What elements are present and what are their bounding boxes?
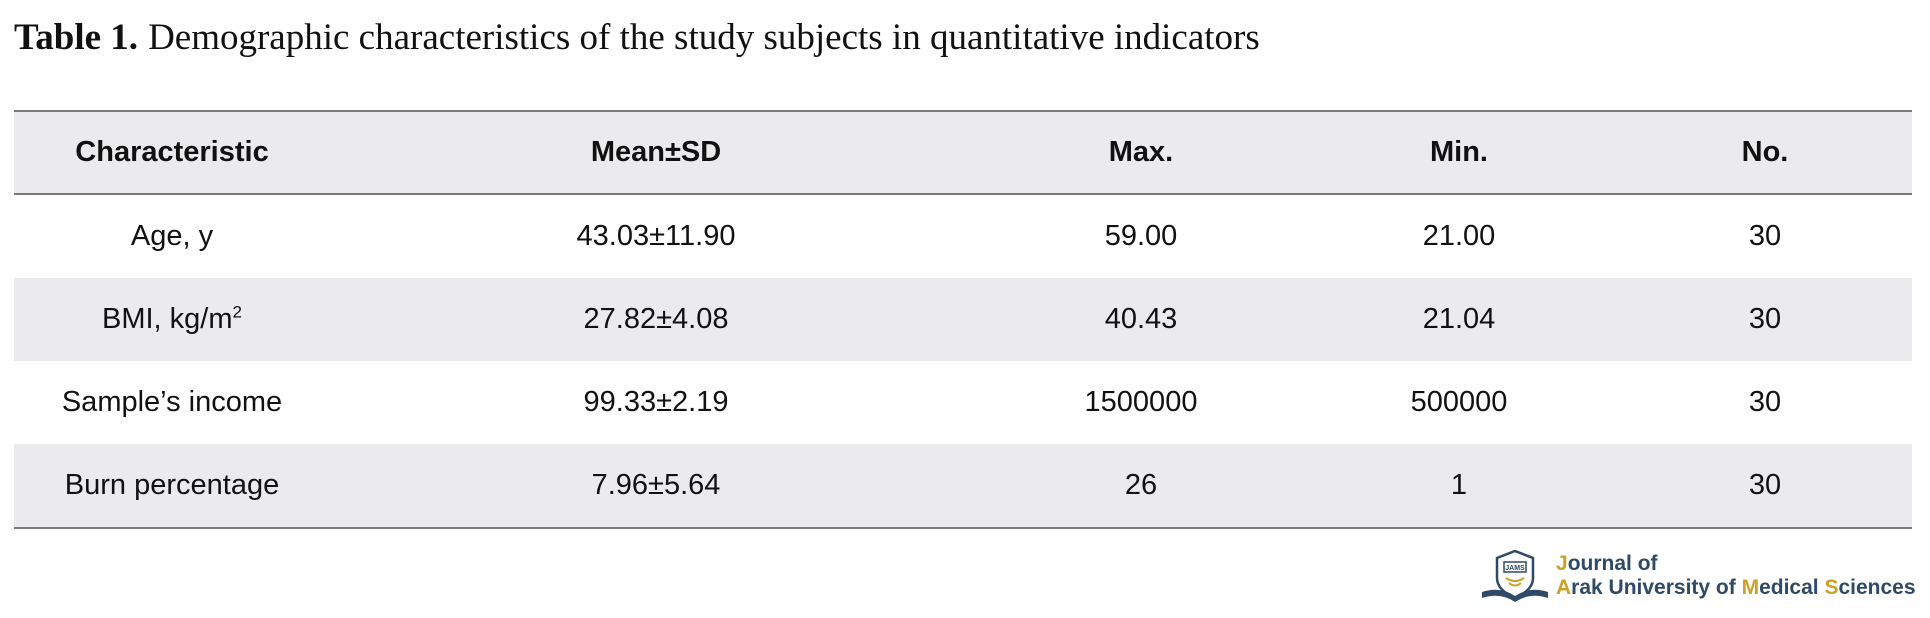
header-characteristic: Characteristic — [14, 110, 330, 195]
journal-name-line2: Arak University of Medical Sciences — [1556, 576, 1916, 599]
header-no: No. — [1618, 110, 1912, 195]
cell-mean-sd: 99.33±2.19 — [583, 386, 729, 418]
cell-mean-sd: 43.03±11.90 — [576, 220, 736, 252]
cell-no: 30 — [1748, 303, 1782, 335]
table-row: BMI, kg/m2 27.82±4.08 40.43 21.04 30 — [14, 278, 1912, 361]
table-row: Age, y 43.03±11.90 59.00 21.00 30 — [14, 194, 1912, 278]
demographics-table: Characteristic Mean±SD Max. Min. No. Age… — [14, 110, 1912, 529]
cell-no: 30 — [1748, 220, 1782, 252]
cell-characteristic: BMI, kg/m2 — [14, 278, 330, 361]
table-caption: Table 1. Demographic characteristics of t… — [14, 16, 1260, 59]
cell-characteristic: Sample’s income — [61, 386, 283, 418]
cell-mean-sd: 27.82±4.08 — [583, 303, 729, 335]
cell-no: 30 — [1618, 444, 1912, 529]
journal-logo: JAMS Journal of Arak University of Medic… — [1478, 548, 1918, 606]
journal-emblem-icon: JAMS — [1482, 549, 1548, 602]
cell-characteristic-text: BMI, kg/m — [102, 303, 233, 335]
cell-mean-sd: 7.96±5.64 — [330, 444, 982, 529]
cell-no: 30 — [1748, 386, 1782, 418]
cell-min: 500000 — [1410, 386, 1508, 418]
header-min: Min. — [1300, 110, 1618, 195]
table-row: Burn percentage 7.96±5.64 26 1 30 — [14, 444, 1912, 529]
cell-min: 1 — [1300, 444, 1618, 529]
cell-characteristic: Burn percentage — [14, 444, 330, 529]
superscript: 2 — [232, 302, 242, 322]
header-mean-sd: Mean±SD — [330, 110, 982, 195]
table-header-row: Characteristic Mean±SD Max. Min. No. — [14, 110, 1912, 195]
journal-name: Journal of Arak University of Medical Sc… — [1556, 552, 1916, 600]
cell-min: 21.00 — [1422, 220, 1496, 252]
cell-characteristic: Age, y — [130, 220, 214, 252]
header-max: Max. — [982, 110, 1300, 195]
cell-max: 1500000 — [1084, 386, 1198, 418]
table-row: Sample’s income 99.33±2.19 1500000 50000… — [14, 361, 1912, 444]
emblem-text: JAMS — [1505, 565, 1525, 572]
cell-min: 21.04 — [1422, 303, 1496, 335]
cell-max: 26 — [982, 444, 1300, 529]
caption-text: Demographic characteristics of the study… — [148, 17, 1260, 58]
caption-label: Table 1. — [14, 17, 139, 58]
cell-max: 59.00 — [1104, 220, 1178, 252]
journal-name-line1: Journal of — [1556, 552, 1658, 575]
cell-max: 40.43 — [1104, 303, 1178, 335]
